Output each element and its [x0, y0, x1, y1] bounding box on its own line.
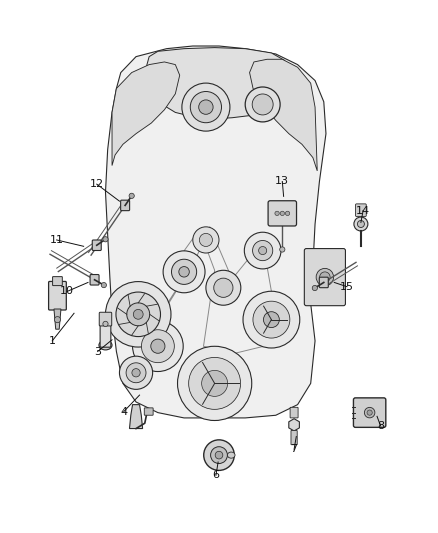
Polygon shape: [145, 47, 289, 119]
FancyBboxPatch shape: [353, 398, 386, 427]
Circle shape: [116, 292, 160, 336]
FancyBboxPatch shape: [290, 407, 298, 418]
Circle shape: [151, 339, 165, 353]
Circle shape: [120, 356, 152, 389]
Circle shape: [129, 193, 134, 198]
Circle shape: [286, 211, 290, 215]
Circle shape: [245, 87, 280, 122]
Circle shape: [193, 227, 219, 253]
Text: 14: 14: [356, 206, 370, 216]
Text: 12: 12: [90, 179, 104, 189]
Circle shape: [316, 269, 334, 286]
Circle shape: [199, 100, 213, 114]
Circle shape: [367, 410, 372, 415]
Text: 6: 6: [212, 470, 219, 480]
Circle shape: [172, 259, 197, 285]
Text: 4: 4: [120, 407, 127, 417]
Text: 11: 11: [49, 235, 64, 245]
Circle shape: [103, 237, 108, 242]
Circle shape: [211, 447, 227, 464]
Circle shape: [182, 83, 230, 131]
FancyBboxPatch shape: [319, 277, 328, 288]
Text: 3: 3: [94, 346, 101, 357]
Circle shape: [163, 251, 205, 293]
FancyBboxPatch shape: [120, 200, 130, 211]
Circle shape: [204, 440, 234, 471]
Text: 1: 1: [49, 336, 56, 346]
Circle shape: [141, 330, 174, 362]
Circle shape: [201, 370, 228, 397]
FancyBboxPatch shape: [90, 274, 99, 285]
FancyBboxPatch shape: [53, 277, 62, 286]
Circle shape: [280, 247, 285, 252]
FancyBboxPatch shape: [144, 408, 153, 415]
FancyBboxPatch shape: [356, 204, 366, 216]
Polygon shape: [106, 46, 326, 418]
Circle shape: [189, 358, 240, 409]
Circle shape: [133, 309, 143, 319]
Circle shape: [320, 272, 330, 282]
Circle shape: [101, 282, 106, 288]
Circle shape: [127, 303, 150, 326]
Ellipse shape: [227, 452, 235, 458]
Polygon shape: [289, 419, 300, 431]
Circle shape: [54, 317, 60, 322]
Ellipse shape: [99, 341, 112, 350]
Circle shape: [280, 211, 285, 215]
Circle shape: [133, 321, 183, 372]
Circle shape: [258, 247, 267, 255]
Circle shape: [215, 451, 223, 459]
Circle shape: [252, 94, 273, 115]
Circle shape: [253, 240, 273, 261]
Circle shape: [199, 233, 212, 246]
Circle shape: [253, 301, 290, 338]
FancyBboxPatch shape: [304, 248, 346, 306]
Circle shape: [214, 278, 233, 297]
Text: 15: 15: [340, 281, 354, 292]
FancyBboxPatch shape: [291, 431, 297, 445]
Circle shape: [103, 321, 108, 327]
Polygon shape: [54, 309, 61, 329]
Circle shape: [106, 281, 171, 347]
Circle shape: [244, 232, 281, 269]
Text: 13: 13: [276, 176, 290, 187]
Text: 10: 10: [60, 286, 74, 296]
Circle shape: [354, 217, 368, 231]
Circle shape: [206, 270, 241, 305]
Circle shape: [364, 407, 375, 418]
Circle shape: [177, 346, 252, 421]
Circle shape: [179, 266, 189, 277]
Polygon shape: [130, 405, 143, 429]
Text: 7: 7: [290, 445, 298, 454]
FancyBboxPatch shape: [100, 324, 111, 347]
Circle shape: [357, 221, 364, 228]
Circle shape: [126, 363, 146, 383]
FancyBboxPatch shape: [99, 312, 112, 326]
Polygon shape: [250, 59, 317, 171]
Text: 8: 8: [377, 421, 384, 431]
FancyBboxPatch shape: [92, 240, 101, 251]
Circle shape: [190, 92, 222, 123]
Circle shape: [243, 291, 300, 348]
FancyBboxPatch shape: [268, 201, 297, 226]
Circle shape: [263, 312, 279, 328]
Circle shape: [132, 369, 140, 377]
FancyBboxPatch shape: [49, 281, 66, 310]
Polygon shape: [112, 62, 180, 166]
Circle shape: [312, 285, 318, 290]
Circle shape: [275, 211, 279, 215]
